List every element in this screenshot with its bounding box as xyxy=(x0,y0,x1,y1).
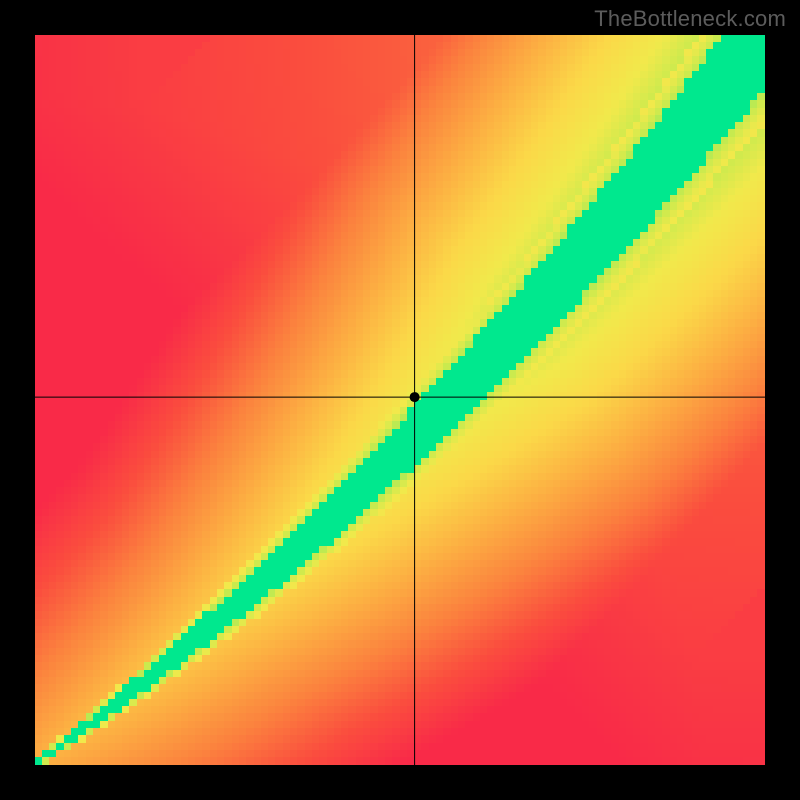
chart-frame: { "watermark": { "text": "TheBottleneck.… xyxy=(0,0,800,800)
watermark-text: TheBottleneck.com xyxy=(594,6,786,32)
heatmap-canvas xyxy=(35,35,765,765)
heatmap-plot xyxy=(35,35,765,765)
